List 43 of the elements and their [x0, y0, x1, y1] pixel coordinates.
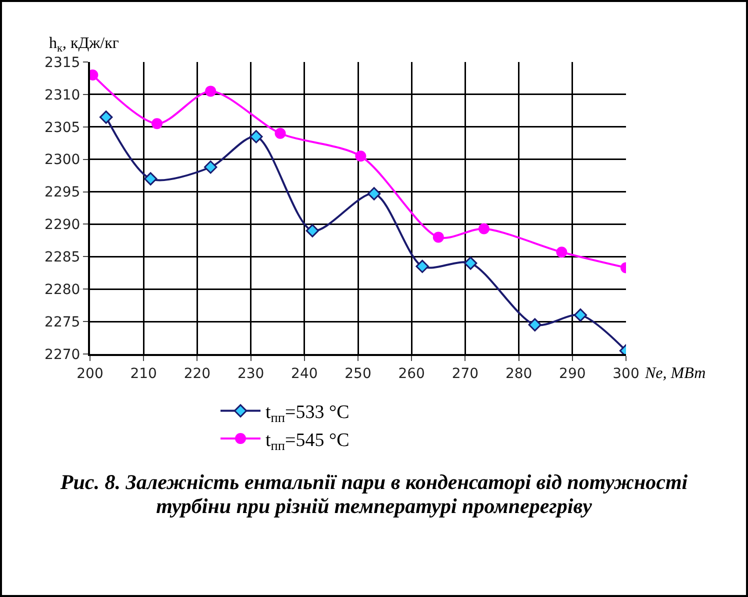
point	[367, 187, 381, 200]
point	[152, 118, 162, 130]
point	[205, 86, 216, 97]
y-tick-label: 2295	[44, 184, 80, 201]
point	[556, 246, 568, 258]
x-tick-label: 210	[130, 366, 157, 382]
point	[432, 232, 444, 243]
y-tick-label: 2285	[44, 250, 80, 266]
y-tick-label: 2315	[44, 54, 80, 71]
x-tick-label: 260	[398, 366, 425, 382]
y-tick-label: 2305	[44, 120, 80, 136]
point	[574, 308, 588, 322]
point	[250, 130, 263, 144]
x-tick-label: 200	[76, 366, 104, 382]
point	[528, 318, 542, 332]
point	[306, 224, 320, 238]
x-tick-label: 280	[505, 366, 532, 382]
y-tick-label: 2290	[44, 217, 80, 234]
legend-label: t$_{пп}$=545 °C	[266, 430, 350, 453]
x-tick-label: 250	[344, 366, 372, 382]
legend-label: t$_{пп}$=533 °C	[266, 402, 350, 426]
text: Рис. 8. Залежність ентальпії пари в конденсаторі від потужності турбіни при різній температурі промперегріву	[60, 470, 688, 518]
y-tick-label: 2275	[44, 314, 80, 330]
x-tick-label: 270	[452, 366, 479, 382]
y-tick-label: 2310	[44, 87, 80, 104]
point	[464, 256, 478, 270]
x-tick-label: 300	[612, 366, 640, 382]
point	[416, 260, 429, 273]
y-tick-label: 2300	[44, 152, 80, 168]
point	[274, 128, 286, 139]
x-tick-label: 220	[184, 366, 211, 382]
point	[144, 172, 158, 186]
y-tick-label: 2280	[44, 282, 80, 298]
point	[99, 110, 113, 124]
x-tick-label: 290	[559, 366, 586, 382]
point	[355, 150, 366, 162]
point	[478, 223, 490, 234]
x-tick-label: 230	[237, 366, 264, 382]
x-axis-title: Ne, МВт	[644, 365, 706, 382]
y-tick-label: 2270	[44, 346, 80, 363]
point	[204, 160, 218, 174]
x-tick-label: 240	[291, 366, 318, 382]
y-axis-title: h$_{к}$, кДж/кг	[49, 35, 120, 54]
